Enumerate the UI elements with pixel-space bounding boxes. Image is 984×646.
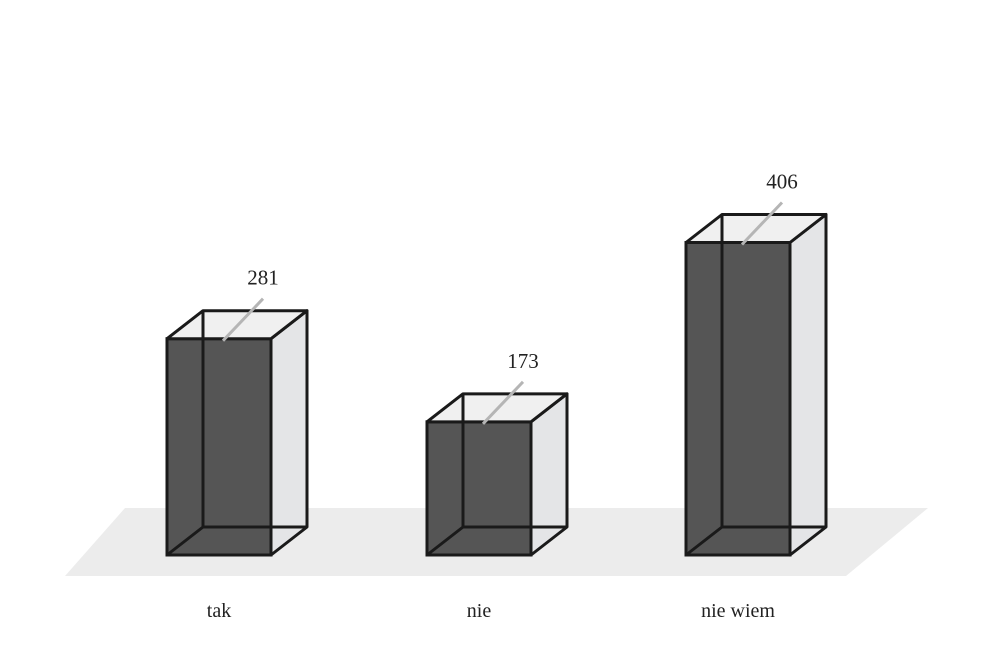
bar-side-face	[269, 309, 309, 557]
bar-front-face	[165, 337, 273, 557]
bar-tak	[165, 297, 309, 557]
bar-back-edge	[426, 525, 464, 557]
value-leader-line	[481, 380, 525, 425]
bar-back-edge	[685, 525, 723, 557]
bar-back-edge	[166, 525, 204, 557]
bar-nie-wiem	[684, 201, 828, 557]
bar-front-face	[425, 420, 533, 557]
bar-nie	[425, 380, 569, 557]
category-label-nie-wiem: nie wiem	[701, 600, 775, 622]
category-label-tak: tak	[207, 600, 231, 622]
category-label-nie: nie	[467, 600, 492, 622]
value-leader-line	[740, 201, 784, 246]
bars-group	[165, 201, 828, 557]
labels-group: 281 tak 173 nie 406 nie wiem	[207, 170, 798, 622]
value-label-nie-wiem: 406	[766, 170, 798, 194]
value-label-tak: 281	[247, 266, 279, 290]
bar-front-face	[684, 241, 792, 557]
bar-side-face	[788, 213, 828, 557]
value-leader-line	[221, 297, 265, 342]
value-label-nie: 173	[507, 349, 539, 373]
